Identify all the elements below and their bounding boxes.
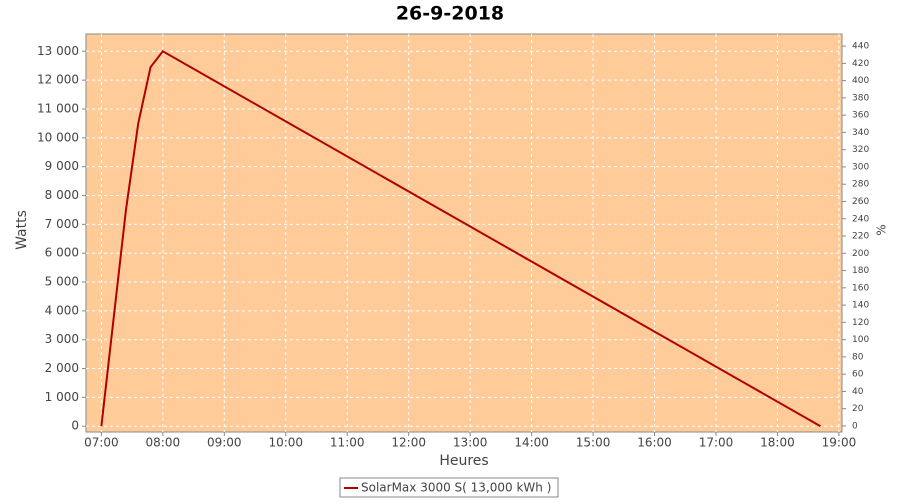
y-axis-label: Watts — [14, 210, 30, 250]
y2-tick-label: 20 — [852, 404, 864, 414]
y2-tick-label: 160 — [852, 283, 869, 293]
y2-tick-label: 320 — [852, 145, 869, 155]
x-tick-label: 07:00 — [84, 436, 119, 450]
x-tick-label: 08:00 — [146, 436, 181, 450]
x-tick-label: 17:00 — [699, 436, 734, 450]
y2-tick-label: 220 — [852, 232, 869, 242]
x-tick-label: 18:00 — [760, 436, 795, 450]
y2-tick-label: 400 — [852, 76, 869, 86]
y2-tick-label: 240 — [852, 214, 869, 224]
y-tick-label: 10 000 — [37, 130, 79, 144]
y2-tick-label: 180 — [852, 266, 869, 276]
plot-area — [85, 33, 843, 433]
y-tick-label: 13 000 — [37, 44, 79, 58]
y2-tick-label: 260 — [852, 197, 869, 207]
y-tick-label: 8 000 — [45, 188, 79, 202]
x-tick-label: 15:00 — [576, 436, 611, 450]
y2-tick-label: 60 — [852, 370, 864, 380]
x-tick-label: 12:00 — [391, 436, 426, 450]
x-tick-label: 19:00 — [822, 436, 857, 450]
y2-tick-label: 200 — [852, 249, 869, 259]
y2-tick-label: 420 — [852, 59, 869, 69]
y2-tick-label: 280 — [852, 180, 869, 190]
y2-tick-label: 340 — [852, 128, 869, 138]
x-tick-label: 13:00 — [453, 436, 488, 450]
y-tick-label: 1 000 — [45, 390, 79, 404]
y-tick-label: 7 000 — [45, 217, 79, 231]
y2-tick-label: 0 — [852, 421, 858, 431]
y2-tick-label: 440 — [852, 42, 869, 52]
y2-tick-label: 140 — [852, 301, 869, 311]
y2-tick-label: 100 — [852, 335, 869, 345]
y-tick-label: 6 000 — [45, 246, 79, 260]
y2-axis-label: % — [875, 224, 889, 235]
y-tick-label: 4 000 — [45, 303, 79, 317]
x-tick-label: 11:00 — [330, 436, 365, 450]
x-tick-label: 16:00 — [637, 436, 672, 450]
y2-tick-label: 360 — [852, 111, 869, 121]
legend-box — [339, 477, 559, 498]
y-tick-label: 2 000 — [45, 361, 79, 375]
y-tick-label: 12 000 — [37, 73, 79, 87]
legend-label: SolarMax 3000 S( 13,000 kWh ) — [361, 481, 551, 495]
chart-title: 26-9-2018 — [396, 3, 504, 25]
x-axis-label: Heures — [439, 453, 488, 469]
y2-tick-label: 380 — [852, 93, 869, 103]
x-tick-label: 09:00 — [207, 436, 242, 450]
x-tick-label: 10:00 — [268, 436, 303, 450]
series-line — [100, 50, 821, 428]
y2-tick-label: 40 — [852, 387, 864, 397]
y-tick-label: 0 — [71, 419, 79, 433]
y-tick-label: 5 000 — [45, 275, 79, 289]
y2-tick-label: 300 — [852, 162, 869, 172]
y2-tick-label: 80 — [852, 352, 864, 362]
y2-tick-label: 120 — [852, 318, 869, 328]
y-tick-label: 11 000 — [37, 101, 79, 115]
y-tick-label: 3 000 — [45, 332, 79, 346]
y-tick-label: 9 000 — [45, 159, 79, 173]
x-tick-label: 14:00 — [514, 436, 549, 450]
